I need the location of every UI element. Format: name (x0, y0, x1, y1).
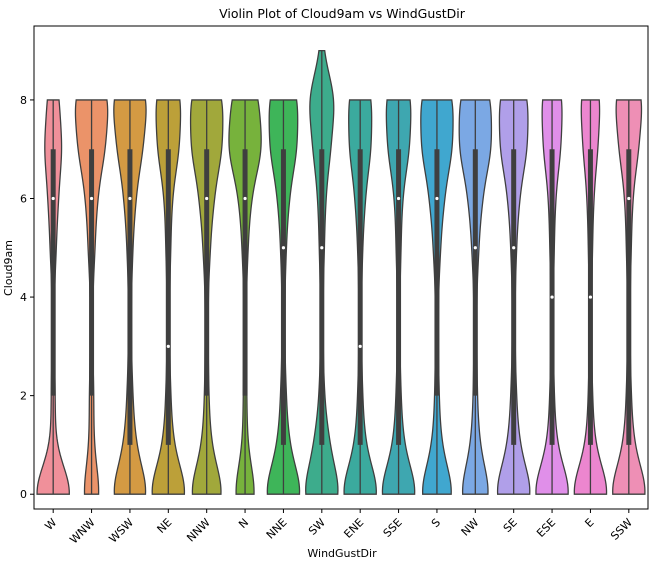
x-axis-label: WindGustDir (307, 547, 377, 560)
y-tick-label: 6 (20, 193, 27, 206)
violin-median (435, 196, 439, 201)
violin-median (166, 344, 170, 348)
violin-median (512, 246, 516, 250)
violin-median (281, 246, 286, 250)
violin-median (396, 196, 401, 201)
y-tick-label: 0 (20, 488, 27, 501)
violin-median (588, 295, 593, 299)
x-tick-label: NW (459, 516, 482, 539)
x-tick-label: SE (501, 516, 520, 535)
y-tick-label: 8 (20, 94, 27, 107)
violin-median (550, 295, 554, 299)
violin-median (89, 196, 94, 201)
x-tick-label: E (582, 516, 596, 530)
violin-median (473, 246, 477, 250)
x-tick-label: SW (306, 516, 328, 538)
x-tick-label: NNE (264, 516, 290, 542)
x-tick-label: NE (155, 516, 175, 536)
x-tick-label: NNW (184, 516, 213, 545)
violin-median (243, 196, 247, 201)
x-tick-label: N (236, 516, 251, 531)
plot-area (36, 49, 646, 495)
chart-title: Violin Plot of Cloud9am vs WindGustDir (219, 6, 466, 21)
y-axis: 0 2 4 6 8 (20, 94, 34, 501)
violin-median (627, 196, 631, 201)
violin-median (320, 246, 324, 250)
x-tick-label: ENE (341, 516, 366, 541)
violin-median (358, 344, 362, 348)
x-tick-label: WSW (107, 516, 137, 546)
x-tick-label: WNW (67, 516, 97, 546)
plot-frame (33, 25, 649, 510)
x-tick-label: ESE (534, 516, 558, 540)
x-axis: W WNW WSW NE NNW N NNE SW ENE SSE S NW SE ESE E SSW (42, 509, 635, 546)
x-tick-label: SSE (381, 516, 405, 540)
y-axis-label: Cloud9am (2, 240, 15, 296)
x-tick-label: W (42, 516, 59, 533)
x-tick-label: S (429, 516, 443, 530)
violin-median (128, 196, 132, 201)
x-tick-label: SSW (608, 516, 635, 543)
y-tick-label: 2 (20, 390, 27, 403)
violin-median (51, 196, 55, 201)
violin-median (205, 196, 209, 201)
y-tick-label: 4 (20, 291, 27, 304)
